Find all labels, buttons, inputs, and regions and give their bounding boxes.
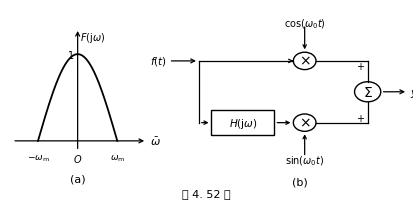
- Text: $\Sigma$: $\Sigma$: [363, 85, 373, 99]
- Text: $\times$: $\times$: [299, 116, 311, 130]
- Text: $-\omega_{\rm m}$: $-\omega_{\rm m}$: [26, 152, 50, 163]
- Text: $O$: $O$: [73, 152, 82, 164]
- Text: (b): (b): [292, 176, 308, 186]
- Text: $\times$: $\times$: [299, 55, 311, 69]
- Text: $\bar{\omega}$: $\bar{\omega}$: [150, 135, 161, 147]
- Text: $+$: $+$: [356, 113, 365, 124]
- Text: $+$: $+$: [356, 61, 365, 72]
- FancyBboxPatch shape: [211, 111, 274, 136]
- Text: (a): (a): [70, 174, 85, 184]
- Text: 题 4. 52 图: 题 4. 52 图: [182, 188, 231, 198]
- Text: $1$: $1$: [67, 49, 74, 61]
- Text: $y(t)$: $y(t)$: [411, 85, 413, 99]
- Text: $\sin(\omega_0 t)$: $\sin(\omega_0 t)$: [285, 154, 324, 167]
- Text: $F(\mathrm{j}\omega)$: $F(\mathrm{j}\omega)$: [80, 31, 105, 45]
- Text: $H(\mathrm{j}\omega)$: $H(\mathrm{j}\omega)$: [229, 116, 257, 130]
- Text: $f(t)$: $f(t)$: [150, 55, 167, 68]
- Text: $\cos(\omega_0 t)$: $\cos(\omega_0 t)$: [284, 17, 325, 31]
- Text: $\omega_{\rm m}$: $\omega_{\rm m}$: [110, 152, 125, 163]
